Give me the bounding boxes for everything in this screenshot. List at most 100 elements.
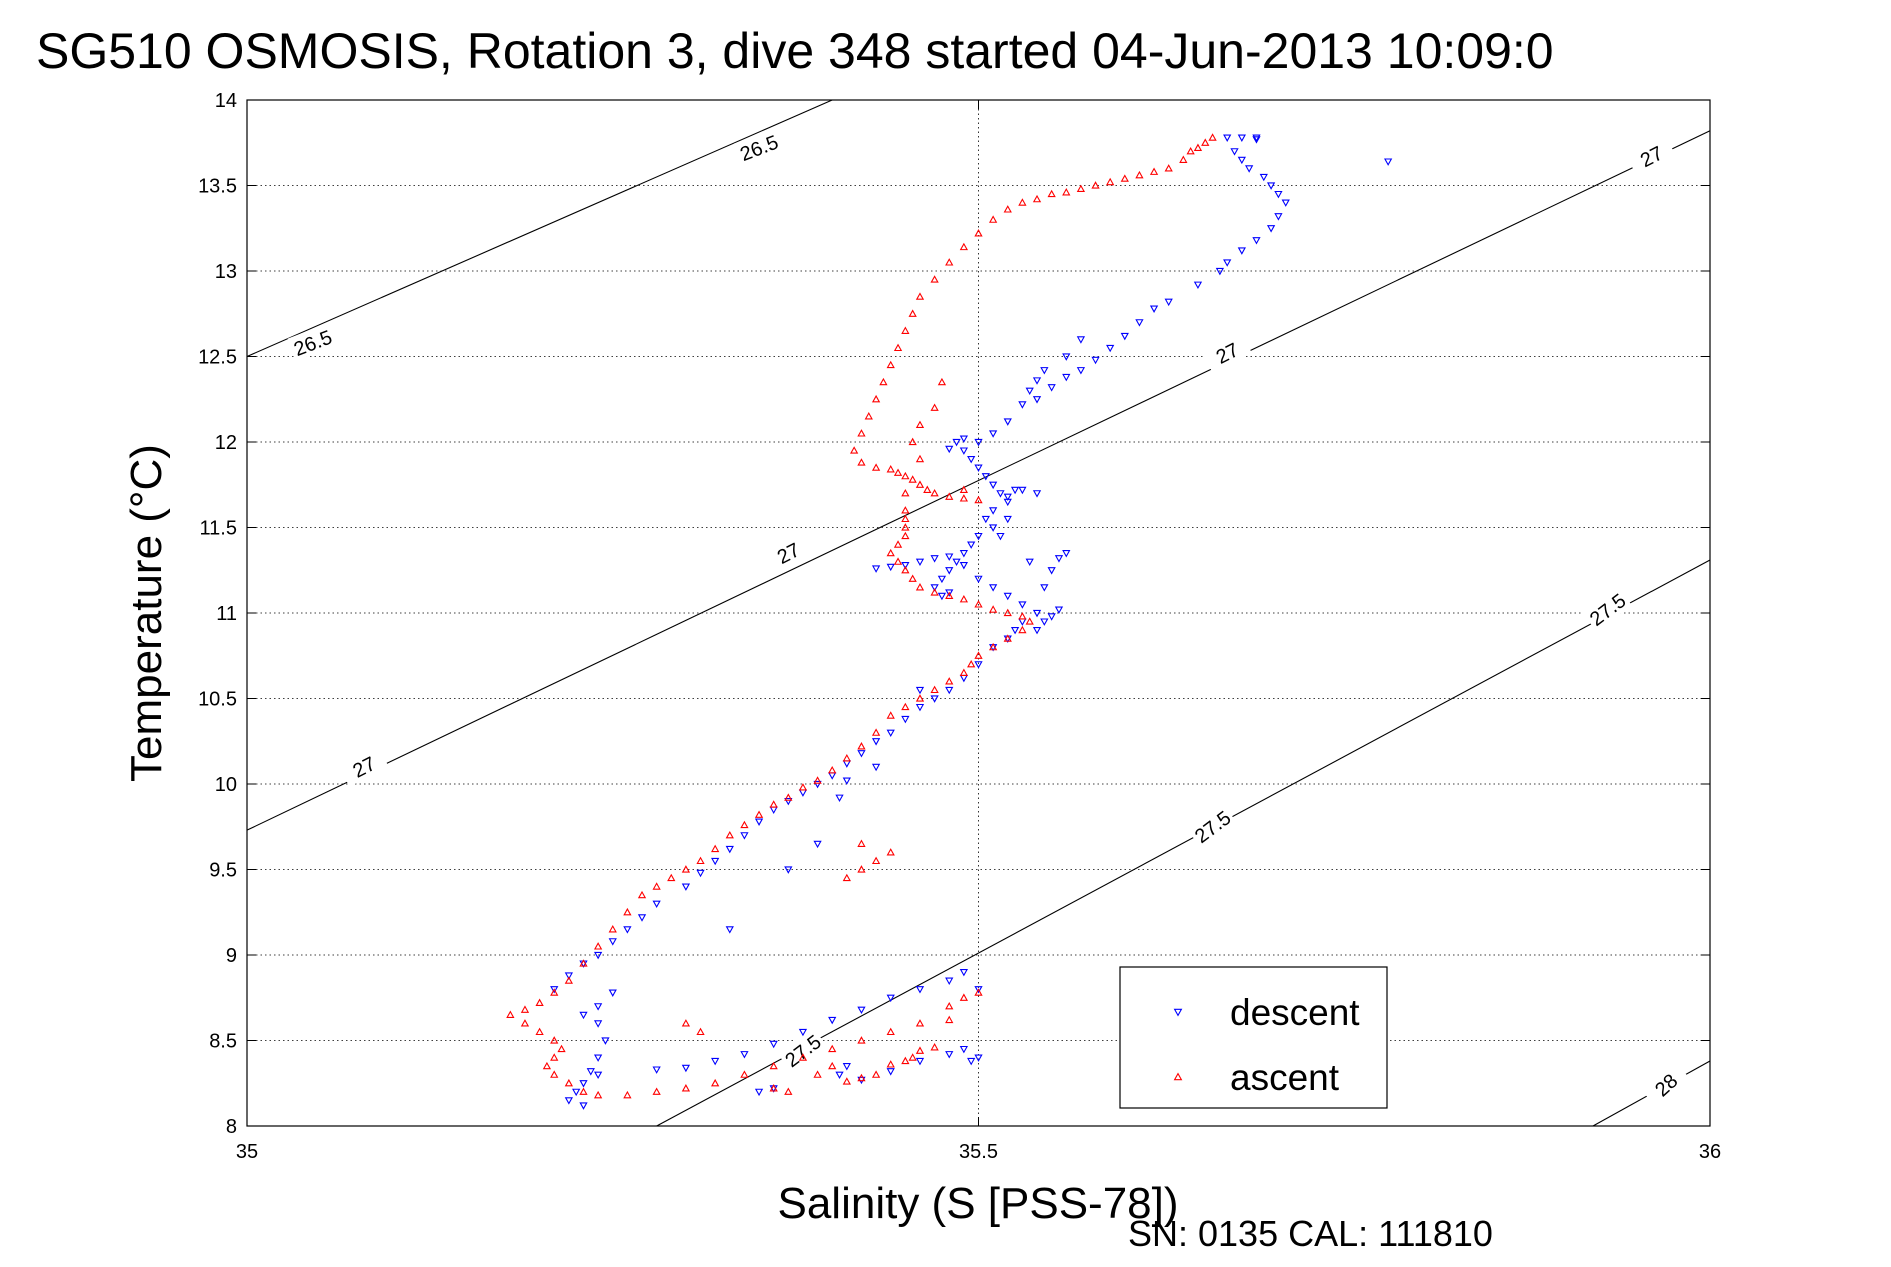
- ascent-point: [842, 754, 851, 762]
- ascent-point: [930, 1043, 939, 1051]
- ascent-point: [974, 600, 983, 608]
- descent-point: [1032, 490, 1042, 498]
- ascent-point: [871, 394, 881, 403]
- descent-point: [901, 562, 910, 570]
- ascent-point: [1047, 189, 1056, 198]
- ascent-point: [945, 1001, 954, 1010]
- descent-point: [1003, 418, 1012, 426]
- ascent-point: [1091, 181, 1100, 189]
- y-tick-label: 12: [215, 432, 237, 454]
- descent-point: [945, 567, 954, 575]
- ascent-point: [893, 468, 903, 476]
- density-contour-line: [656, 559, 1711, 1127]
- y-tick-label: 11.5: [200, 518, 237, 540]
- ascent-point: [923, 485, 932, 493]
- ascent-point: [945, 258, 954, 266]
- descent-point: [593, 1003, 603, 1011]
- descent-point: [959, 562, 969, 570]
- ascent-point: [857, 1073, 866, 1082]
- ascent-point: [828, 1044, 837, 1053]
- descent-point: [945, 1051, 954, 1059]
- ascent-point: [828, 765, 837, 774]
- descent-point: [1032, 626, 1042, 635]
- ascent-point: [1003, 608, 1012, 617]
- ascent-point: [754, 810, 764, 818]
- descent-point: [652, 900, 661, 909]
- ascent-point: [893, 557, 903, 565]
- ascent-point: [593, 1090, 603, 1099]
- ascent-point: [915, 420, 925, 429]
- descent-point: [711, 1057, 720, 1066]
- legend-marker-descent-symbol: [1173, 1008, 1183, 1017]
- density-contour-label: 27.5: [1582, 585, 1632, 632]
- ascent-point: [930, 685, 939, 694]
- ascent-point: [901, 531, 910, 540]
- ascent-point: [930, 275, 939, 283]
- contour-label-background: [1625, 134, 1677, 177]
- ascent-point: [871, 728, 881, 736]
- descent-point: [1062, 550, 1071, 558]
- descent-point: [1230, 148, 1239, 156]
- descent-point: [959, 968, 969, 977]
- ascent-point: [740, 820, 749, 829]
- ascent-point: [886, 711, 895, 719]
- descent-point: [1252, 136, 1261, 144]
- descent-point: [959, 550, 969, 558]
- descent-point: [988, 584, 998, 592]
- descent-point: [915, 1057, 925, 1066]
- descent-point: [974, 532, 983, 541]
- ascent-point: [520, 1019, 530, 1027]
- descent-point: [1062, 373, 1071, 382]
- ascent-point: [886, 360, 895, 369]
- descent-point: [915, 986, 925, 994]
- ascent-point: [901, 471, 910, 480]
- descent-point: [871, 565, 881, 573]
- descent-point: [1003, 592, 1012, 601]
- descent-point: [937, 592, 947, 601]
- ascent-point: [637, 890, 647, 899]
- ascent-point: [769, 800, 778, 808]
- descent-point: [813, 840, 822, 849]
- descent-point: [959, 674, 969, 683]
- descent-point: [974, 661, 983, 669]
- ascent-point: [959, 494, 969, 502]
- chart-title: SG510 OSMOSIS, Rotation 3, dive 348 star…: [36, 23, 1554, 79]
- x-tick-label: 35: [236, 1141, 258, 1163]
- descent-point: [988, 507, 998, 515]
- descent-point: [1018, 601, 1027, 609]
- ascent-point: [564, 976, 573, 984]
- density-contour-label: 27: [1625, 134, 1677, 177]
- descent-point: [981, 515, 990, 524]
- ascent-point: [901, 1056, 910, 1065]
- descent-point: [1018, 401, 1027, 409]
- descent-point: [974, 575, 983, 584]
- ascent-point: [915, 1019, 925, 1027]
- descent-point: [586, 1068, 595, 1076]
- ascent-point: [579, 959, 588, 967]
- descent-point: [1047, 384, 1056, 392]
- contour-label-background: [733, 127, 784, 167]
- descent-point: [769, 806, 778, 814]
- descent-point: [974, 438, 983, 447]
- ascent-point: [886, 1060, 895, 1068]
- ascent-point: [557, 1044, 566, 1053]
- descent-point: [696, 869, 705, 878]
- descent-point: [959, 435, 969, 443]
- ascent-point: [857, 1036, 866, 1044]
- ascent-point: [945, 1015, 954, 1024]
- ascent-point: [579, 1087, 588, 1095]
- descent-point: [1010, 626, 1020, 635]
- descent-point: [769, 1040, 778, 1049]
- y-tick-label: 13.5: [198, 176, 237, 198]
- ascent-point: [988, 215, 998, 223]
- descent-point: [711, 857, 720, 866]
- x-tick-label: 36: [1699, 1141, 1721, 1163]
- contour-label-text: 26.5: [291, 327, 335, 361]
- descent-point: [798, 789, 808, 797]
- ascent-point: [864, 412, 873, 420]
- ascent-point: [886, 465, 895, 473]
- descent-point: [945, 977, 954, 985]
- ascent-point: [901, 523, 910, 531]
- ascent-point: [1164, 164, 1173, 172]
